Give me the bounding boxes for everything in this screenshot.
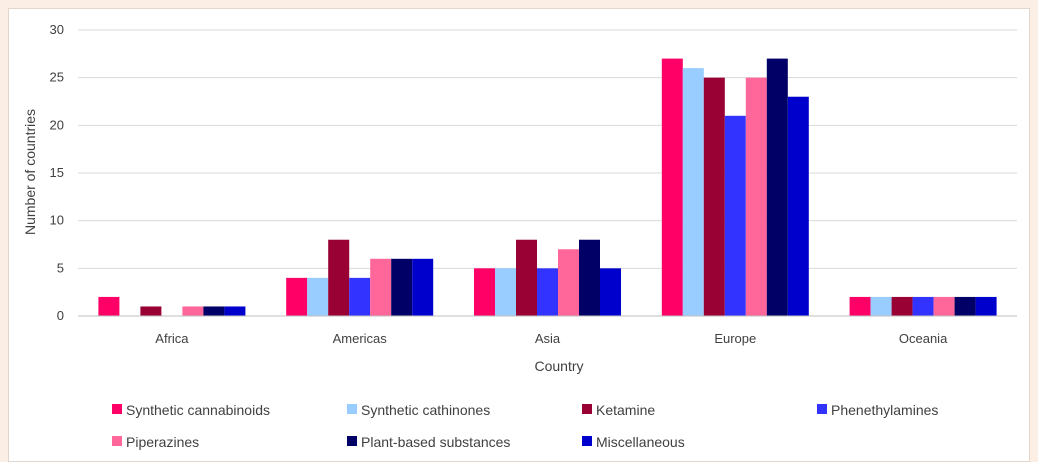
bar	[579, 239, 600, 316]
x-tick-label: Oceania	[899, 331, 948, 346]
y-axis-title: Number of countries	[22, 109, 38, 235]
legend-swatch	[347, 436, 357, 446]
bar	[516, 239, 537, 316]
y-tick-label: 5	[57, 260, 64, 275]
y-tick-label: 10	[50, 213, 64, 228]
legend-swatch	[347, 404, 357, 414]
bar	[600, 268, 621, 316]
legend: Synthetic cannabinoids Synthetic cathinon…	[112, 402, 938, 450]
legend-label: Phenethylamines	[831, 402, 938, 418]
legend-swatch	[112, 404, 122, 414]
bar	[975, 296, 997, 316]
bar	[391, 258, 413, 316]
x-axis-title: Country	[534, 358, 583, 374]
legend-swatch	[817, 404, 827, 414]
bar	[140, 306, 162, 316]
legend-swatch	[582, 436, 592, 446]
bar	[933, 296, 955, 316]
x-tick-label: Europe	[714, 331, 756, 346]
bar	[558, 249, 579, 316]
bar	[724, 115, 746, 316]
legend-swatch	[112, 436, 122, 446]
legend-label: Synthetic cannabinoids	[126, 402, 270, 418]
bar	[891, 296, 913, 316]
bar	[537, 268, 558, 316]
bar	[182, 306, 204, 316]
bar	[224, 306, 246, 316]
bar	[495, 268, 516, 316]
legend-label: Miscellaneous	[596, 434, 685, 450]
y-tick-label: 25	[50, 70, 64, 85]
bar	[328, 239, 350, 316]
bars	[98, 58, 997, 317]
bar	[286, 277, 308, 316]
bar	[745, 77, 767, 317]
bar	[661, 58, 683, 316]
bar	[412, 258, 434, 316]
y-tick-label: 30	[50, 22, 64, 37]
bar	[849, 296, 871, 316]
bar	[682, 68, 704, 316]
legend-label: Piperazines	[126, 434, 199, 450]
x-tick-label: Asia	[535, 331, 561, 346]
legend-swatch	[582, 404, 592, 414]
bar	[787, 96, 809, 316]
bar	[370, 258, 392, 316]
bar	[703, 77, 725, 317]
bar	[98, 296, 120, 316]
gridlines	[78, 29, 1017, 269]
y-tick-label: 20	[50, 117, 64, 132]
bar	[912, 296, 934, 316]
bar	[307, 277, 329, 316]
bar	[203, 306, 225, 316]
chart-frame	[8, 8, 1030, 462]
legend-label: Ketamine	[596, 402, 655, 418]
bar	[349, 277, 371, 316]
bar	[954, 296, 976, 316]
y-axis-ticks: 0 5 10 15 20 25 30	[50, 22, 64, 323]
legend-label: Plant-based substances	[361, 434, 510, 450]
x-tick-label: Americas	[333, 331, 388, 346]
bar	[870, 296, 892, 316]
legend-label: Synthetic cathinones	[361, 402, 490, 418]
x-axis-ticks: Africa Americas Asia Europe Oceania	[155, 331, 948, 346]
y-tick-label: 15	[50, 165, 64, 180]
bar	[474, 268, 495, 316]
bar	[766, 58, 788, 316]
y-tick-label: 0	[57, 308, 64, 323]
x-tick-label: Africa	[155, 331, 189, 346]
